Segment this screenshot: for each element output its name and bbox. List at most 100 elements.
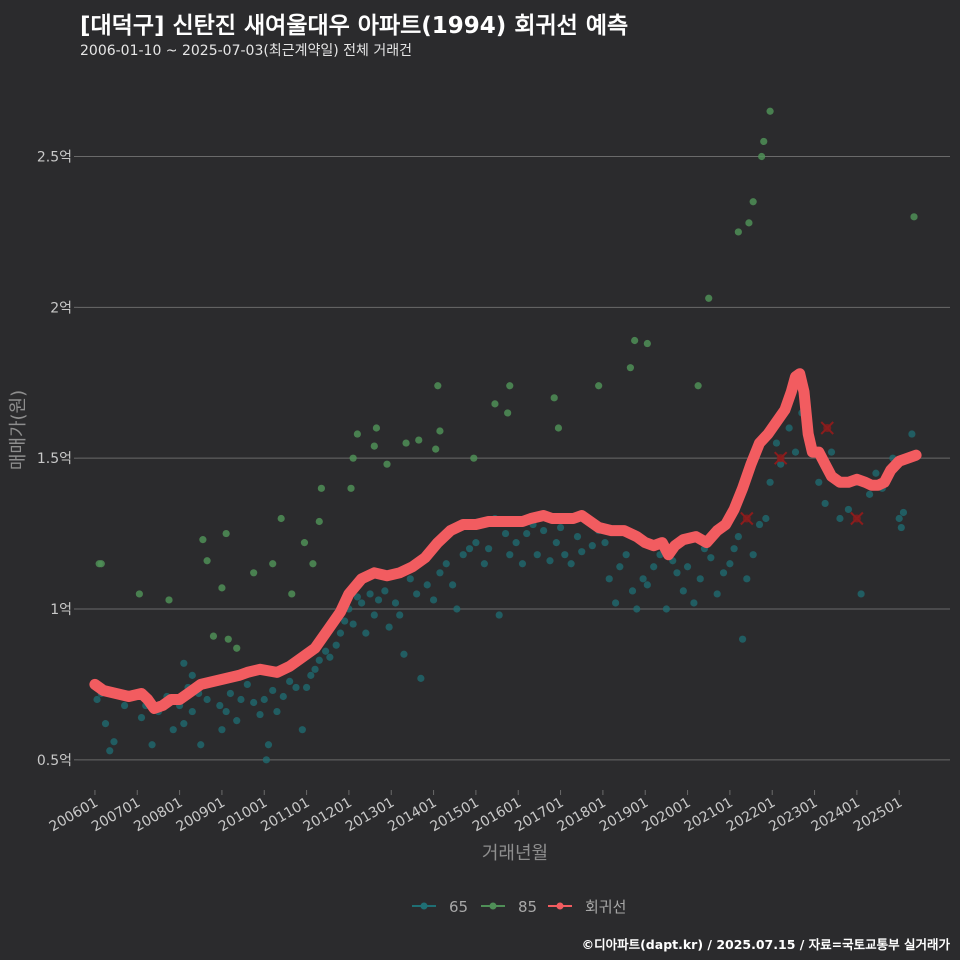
- data-point-65: [341, 617, 349, 625]
- data-point-65: [465, 545, 474, 553]
- data-point-85: [402, 439, 410, 447]
- data-point-65: [506, 551, 514, 559]
- data-point-65: [707, 554, 715, 562]
- data-point-65: [683, 563, 692, 571]
- y-tick-label: 2.5억: [37, 150, 72, 166]
- data-point-65: [366, 590, 374, 598]
- data-point-65: [243, 680, 251, 689]
- data-point-65: [605, 575, 613, 583]
- data-point-85: [165, 596, 173, 604]
- data-point-65: [755, 520, 764, 529]
- data-point-65: [110, 738, 118, 746]
- data-point-85: [309, 560, 317, 568]
- data-point-65: [400, 650, 408, 658]
- data-point-85: [222, 529, 230, 538]
- data-point-85: [432, 445, 440, 453]
- data-point-65: [512, 539, 520, 547]
- data-point-65: [262, 756, 270, 764]
- data-point-85: [595, 382, 603, 390]
- excluded-x-mark: [773, 451, 788, 465]
- data-point-65: [633, 605, 641, 613]
- chart-subtitle: 2006-01-10 ~ 2025-07-03(최근계약일) 전체 거래건: [80, 43, 412, 59]
- data-point-85: [436, 427, 444, 435]
- data-point-85: [760, 137, 768, 146]
- data-point-65: [540, 526, 548, 535]
- series-65-points: [93, 409, 916, 764]
- data-point-65: [332, 641, 340, 649]
- data-point-85: [199, 536, 207, 544]
- data-point-65: [169, 726, 177, 734]
- data-point-65: [250, 698, 258, 707]
- data-point-65: [459, 551, 467, 559]
- data-point-65: [429, 596, 438, 604]
- data-point-65: [101, 720, 110, 728]
- data-point-85: [705, 294, 713, 302]
- y-tick-label: 1.5억: [37, 451, 72, 467]
- grid-lines: [78, 156, 950, 761]
- data-point-85: [415, 436, 423, 444]
- data-point-65: [791, 448, 800, 456]
- data-point-65: [106, 747, 114, 755]
- data-point-65: [298, 726, 306, 734]
- data-point-65: [719, 569, 728, 577]
- data-point-65: [311, 665, 319, 673]
- data-point-65: [226, 689, 234, 698]
- data-point-65: [567, 560, 575, 568]
- data-point-85: [372, 424, 381, 432]
- data-point-65: [730, 545, 738, 553]
- legend-item-65-label: 65: [449, 898, 468, 916]
- data-point-65: [326, 653, 334, 661]
- data-point-85: [631, 336, 639, 345]
- data-point-65: [322, 647, 330, 655]
- data-point-65: [865, 490, 874, 498]
- data-point-65: [611, 599, 620, 607]
- data-point-65: [601, 539, 609, 547]
- data-point-65: [417, 674, 425, 682]
- data-point-65: [216, 701, 224, 710]
- excluded-points: [740, 421, 864, 526]
- data-point-65: [273, 707, 281, 716]
- data-point-85: [209, 632, 218, 640]
- data-point-65: [423, 581, 431, 589]
- data-point-65: [743, 575, 751, 583]
- data-point-65: [872, 469, 880, 477]
- data-point-65: [556, 523, 565, 532]
- data-point-65: [396, 611, 404, 619]
- data-point-65: [485, 545, 493, 553]
- legend-item-85-marker: [489, 902, 497, 910]
- data-point-65: [895, 514, 903, 523]
- data-point-65: [533, 551, 541, 559]
- data-point-65: [690, 599, 698, 607]
- legend-item-regression-label: 회귀선: [585, 898, 626, 916]
- data-point-85: [434, 382, 442, 390]
- data-point-85: [269, 560, 277, 568]
- data-point-65: [578, 548, 586, 556]
- data-point-65: [197, 741, 205, 749]
- data-point-65: [713, 590, 721, 598]
- data-point-65: [639, 575, 647, 583]
- y-tick-label: 0.5억: [37, 753, 72, 769]
- data-point-65: [777, 460, 785, 468]
- data-point-85: [288, 590, 296, 598]
- data-point-65: [385, 623, 393, 631]
- excluded-x-mark: [820, 421, 834, 435]
- data-point-85: [694, 382, 702, 390]
- data-point-85: [300, 539, 309, 547]
- data-point-65: [436, 569, 444, 577]
- data-point-65: [628, 587, 637, 595]
- data-point-85: [349, 454, 357, 462]
- data-point-65: [442, 560, 450, 568]
- data-point-65: [815, 478, 823, 486]
- data-point-85: [626, 364, 635, 372]
- data-point-85: [353, 430, 361, 438]
- legend[interactable]: 65 85 회귀선: [412, 898, 626, 916]
- data-point-65: [588, 542, 596, 550]
- data-point-65: [279, 692, 287, 701]
- data-point-65: [857, 590, 865, 598]
- excluded-x-mark: [850, 511, 864, 526]
- data-point-65: [233, 717, 241, 725]
- data-point-85: [554, 424, 563, 432]
- x-axis-title: 거래년월: [482, 843, 548, 864]
- data-point-65: [495, 611, 503, 619]
- data-point-65: [237, 695, 245, 704]
